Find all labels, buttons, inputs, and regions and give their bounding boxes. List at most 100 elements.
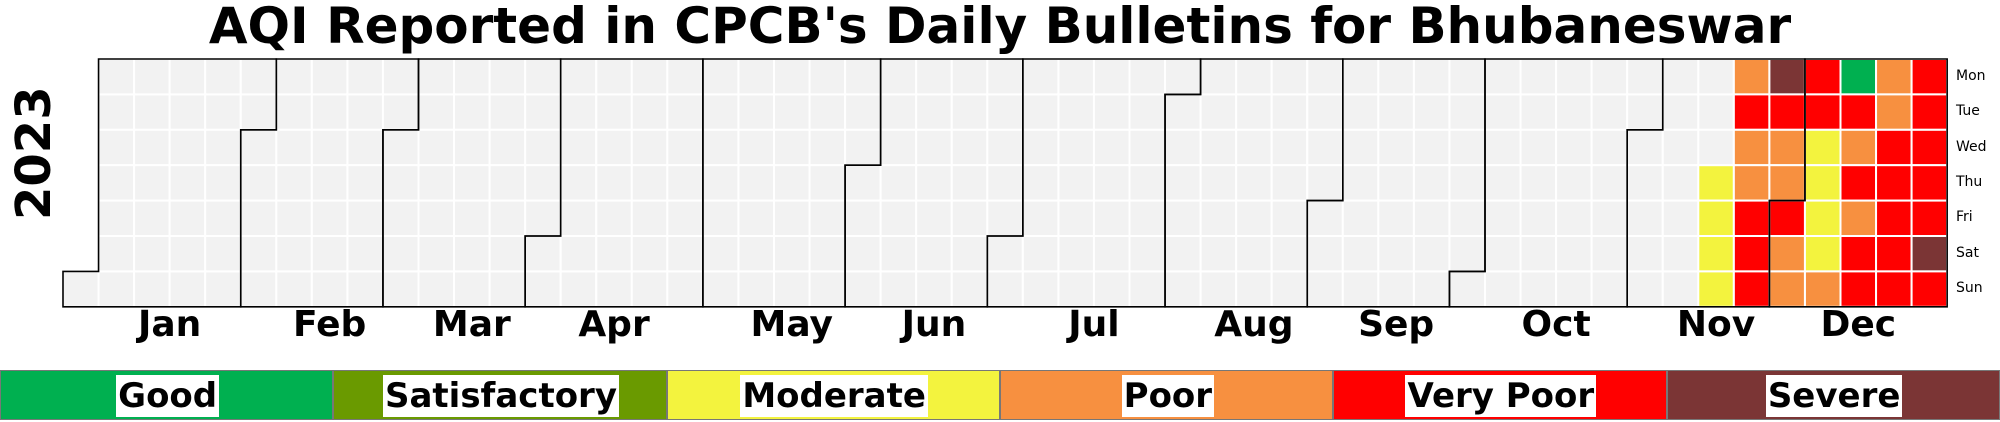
day-cell-empty — [915, 199, 953, 238]
day-cell-empty — [1519, 235, 1558, 273]
day-cell-empty — [1519, 270, 1558, 308]
day-cell-empty — [915, 93, 953, 131]
day-cell-empty — [239, 270, 278, 308]
day-cell-empty — [133, 199, 171, 238]
day-cell-empty — [346, 93, 384, 131]
month-label-feb: Feb — [292, 304, 367, 345]
day-cell-empty — [1519, 164, 1558, 202]
legend-label: Satisfactory — [382, 375, 619, 417]
legend-item-satisfactory: Satisfactory — [333, 370, 667, 420]
day-cell-empty — [666, 235, 704, 273]
day-cell-empty — [630, 58, 669, 96]
day-cell-2023-12-25 — [1910, 58, 1949, 96]
day-cell-empty — [1590, 58, 1629, 96]
day-cell-empty — [1555, 235, 1593, 273]
day-cell-empty — [915, 128, 953, 167]
day-cell-empty — [1021, 235, 1060, 273]
day-cell-empty — [97, 199, 136, 238]
day-cell-empty — [524, 164, 562, 202]
day-cell-empty — [630, 235, 669, 273]
day-cell-empty — [1484, 128, 1522, 167]
day-cell-empty — [701, 93, 740, 131]
day-cell-empty — [666, 164, 704, 202]
chart-title: AQI Reported in CPCB's Daily Bulletins f… — [208, 0, 1792, 55]
day-cell-empty — [1092, 164, 1131, 202]
day-cell-empty — [1341, 58, 1380, 96]
day-cell-empty — [986, 58, 1024, 96]
month-label-oct: Oct — [1521, 304, 1591, 345]
day-cell-empty — [97, 270, 136, 308]
day-cell-2023-12-28 — [1910, 164, 1949, 202]
day-cell-empty — [844, 164, 882, 202]
day-cell-empty — [1590, 93, 1629, 131]
day-cell-empty — [1377, 199, 1415, 238]
day-cell-empty — [204, 270, 242, 308]
day-cell-empty — [488, 235, 527, 273]
day-cell-empty — [381, 58, 420, 96]
day-cell-empty — [950, 164, 989, 202]
day-cell-empty — [879, 164, 918, 202]
day-cell-empty — [275, 164, 313, 202]
day-cell-empty — [1590, 164, 1629, 202]
day-cell-empty — [310, 270, 349, 308]
day-cell-2023-12-14 — [1839, 164, 1878, 202]
day-cell-2023-11-17 — [1697, 199, 1735, 238]
day-cell-empty — [701, 235, 740, 273]
day-cell-empty — [808, 235, 847, 273]
day-cell-empty — [488, 199, 527, 238]
legend-label: Moderate — [740, 375, 928, 417]
day-cell-empty — [381, 93, 420, 131]
day-cell-empty — [844, 93, 882, 131]
day-cell-empty — [1128, 270, 1167, 308]
day-cell-empty — [133, 235, 171, 273]
day-cell-empty — [239, 128, 278, 167]
day-cell-empty — [275, 199, 313, 238]
weekday-label-wed: Wed — [1956, 138, 1987, 155]
day-cell-empty — [1661, 164, 1700, 202]
day-cell-empty — [524, 199, 562, 238]
day-cell-empty — [666, 270, 704, 308]
day-cell-empty — [275, 93, 313, 131]
day-cell-empty — [417, 128, 456, 167]
day-cell-empty — [1661, 199, 1700, 238]
day-cell-empty — [310, 128, 349, 167]
legend-item-poor: Poor — [1000, 370, 1334, 420]
day-cell-empty — [1519, 58, 1558, 96]
day-cell-empty — [346, 164, 384, 202]
day-cell-empty — [310, 58, 349, 96]
day-cell-empty — [346, 199, 384, 238]
day-cell-empty — [62, 270, 100, 308]
day-cell-empty — [1697, 93, 1735, 131]
legend-item-moderate: Moderate — [666, 370, 1000, 420]
day-cell-2023-12-12 — [1839, 93, 1878, 131]
day-cell-empty — [488, 164, 527, 202]
day-cell-empty — [1128, 58, 1167, 96]
day-cell-empty — [168, 93, 207, 131]
day-cell-empty — [1270, 58, 1309, 96]
day-cell-empty — [1661, 270, 1700, 308]
day-cell-empty — [844, 58, 882, 96]
day-cell-empty — [1448, 270, 1486, 308]
day-cell-empty — [453, 58, 491, 96]
day-cell-empty — [1057, 58, 1095, 96]
day-cell-empty — [1341, 235, 1380, 273]
day-cell-empty — [1661, 235, 1700, 273]
day-cell-empty — [986, 199, 1024, 238]
day-cell-empty — [630, 128, 669, 167]
day-cell-empty — [1092, 93, 1131, 131]
day-cell-empty — [1448, 58, 1486, 96]
day-cell-empty — [986, 270, 1024, 308]
day-cell-empty — [1021, 199, 1060, 238]
day-cell-empty — [97, 128, 136, 167]
day-cell-empty — [1626, 164, 1664, 202]
day-cell-empty — [1270, 199, 1309, 238]
day-cell-empty — [133, 164, 171, 202]
day-cell-empty — [630, 164, 669, 202]
day-cell-2023-12-20 — [1875, 128, 1913, 167]
day-cell-empty — [1306, 164, 1344, 202]
day-cell-empty — [1235, 270, 1273, 308]
day-cell-2023-11-27 — [1768, 58, 1806, 96]
day-cell-empty — [808, 93, 847, 131]
day-cell-empty — [133, 270, 171, 308]
day-cell-2023-12-05 — [1803, 93, 1842, 131]
